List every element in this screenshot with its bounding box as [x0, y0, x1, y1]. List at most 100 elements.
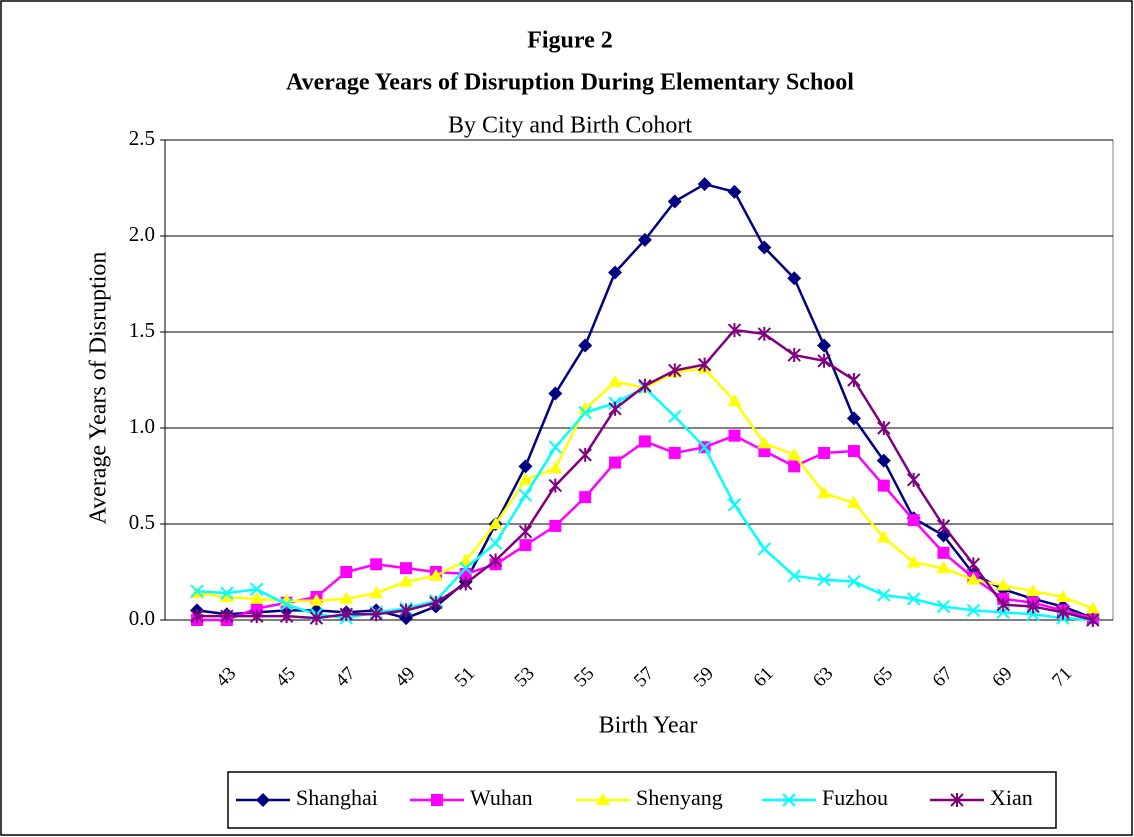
data-point	[518, 524, 533, 539]
data-point	[757, 436, 772, 449]
data-point	[548, 440, 563, 454]
legend-label: Wuhan	[470, 785, 533, 810]
data-point	[459, 561, 473, 575]
data-point	[667, 194, 682, 209]
y-tick-label: 2.5	[129, 126, 155, 150]
data-point	[876, 453, 891, 468]
data-point	[428, 568, 443, 581]
data-point	[1026, 599, 1040, 614]
data-point	[846, 411, 861, 426]
data-point	[309, 611, 324, 626]
data-point	[339, 607, 354, 622]
data-point	[190, 584, 204, 598]
data-point	[727, 184, 742, 199]
data-point	[578, 447, 592, 462]
data-point	[817, 572, 831, 587]
data-point	[757, 542, 772, 556]
data-point	[817, 486, 832, 499]
data-point	[697, 177, 712, 192]
data-point	[907, 514, 920, 527]
data-point	[668, 409, 682, 424]
data-point	[936, 561, 951, 574]
data-point	[339, 591, 354, 604]
data-point	[668, 446, 681, 459]
data-point	[638, 378, 652, 393]
legend-marker	[950, 793, 964, 807]
data-point	[966, 572, 981, 585]
data-point	[608, 265, 623, 280]
data-point	[369, 607, 383, 622]
legend-label: Fuzhou	[822, 785, 888, 810]
data-point	[787, 271, 802, 286]
data-point	[638, 435, 651, 448]
data-point	[818, 446, 831, 459]
data-point	[966, 557, 981, 572]
data-point	[399, 603, 413, 618]
data-point	[429, 595, 443, 610]
data-point	[668, 363, 682, 378]
data-point	[220, 609, 234, 624]
legend-label: Xian	[990, 785, 1033, 810]
data-point	[578, 405, 592, 420]
y-tick-label: 1.5	[129, 318, 155, 342]
data-point	[1085, 601, 1100, 614]
data-point	[400, 562, 413, 575]
legend-marker	[256, 793, 270, 807]
data-point	[727, 323, 742, 338]
data-point	[906, 472, 921, 487]
data-point	[250, 609, 264, 624]
data-point	[220, 586, 234, 600]
data-point	[1055, 589, 1070, 602]
data-point	[787, 447, 802, 460]
data-point	[548, 478, 563, 493]
data-point	[1056, 605, 1070, 620]
y-tick-label: 1.0	[129, 414, 155, 438]
data-point	[549, 519, 562, 532]
data-point	[847, 373, 861, 387]
legend-marker	[596, 793, 610, 805]
legend-label: Shanghai	[296, 785, 378, 810]
data-point	[877, 421, 891, 435]
chart-caption: By City and Birth Cohort	[448, 113, 692, 139]
data-point	[906, 592, 921, 606]
y-tick-label: 2.0	[129, 222, 155, 246]
y-tick-label: 0.5	[129, 510, 155, 534]
legend-label: Shenyang	[636, 785, 723, 810]
y-axis-title: Average Years of Disruption	[86, 252, 112, 525]
data-point	[518, 488, 533, 502]
data-point	[996, 578, 1011, 591]
chart-subtitle: Average Years of Disruption During Eleme…	[286, 70, 854, 96]
data-point	[817, 353, 831, 368]
data-point	[876, 530, 891, 543]
data-point	[757, 326, 772, 341]
data-point	[608, 401, 622, 416]
x-axis-title: Birth Year	[599, 713, 698, 739]
data-point	[309, 593, 324, 606]
data-point	[250, 602, 263, 615]
data-point	[727, 394, 742, 407]
data-point	[877, 588, 891, 602]
data-point	[637, 232, 652, 247]
data-point	[340, 566, 353, 578]
data-point	[1086, 613, 1100, 627]
data-point	[728, 429, 741, 442]
data-point	[250, 582, 264, 596]
data-point	[609, 456, 622, 469]
data-point	[788, 460, 801, 473]
data-point	[906, 555, 921, 568]
data-point	[279, 609, 294, 624]
data-point	[996, 597, 1010, 612]
data-point	[369, 586, 384, 599]
data-point	[518, 472, 533, 485]
data-point	[787, 348, 801, 363]
data-point	[399, 574, 414, 587]
data-point	[249, 591, 264, 604]
data-point	[370, 558, 383, 571]
data-point	[697, 440, 712, 454]
data-point	[817, 338, 832, 353]
data-point	[578, 338, 593, 353]
data-point	[846, 495, 861, 508]
data-point	[279, 597, 294, 612]
data-point	[787, 569, 801, 583]
